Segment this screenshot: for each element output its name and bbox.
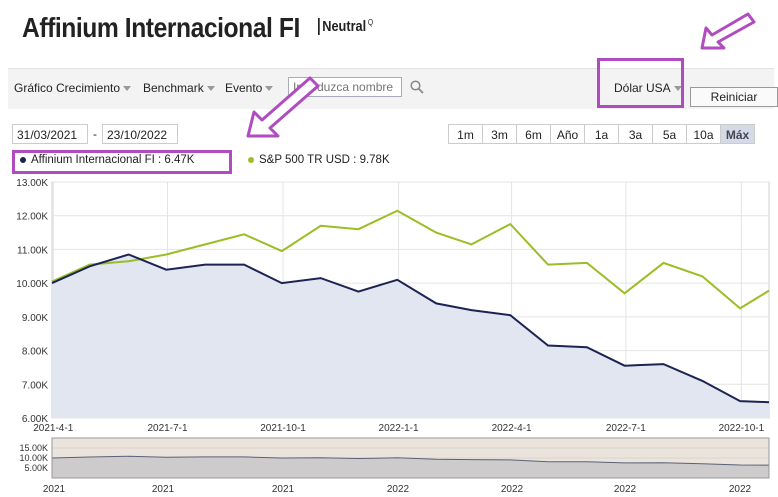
- navigator-selection: [51, 437, 770, 479]
- reset-button[interactable]: Reiniciar: [690, 87, 778, 107]
- annotation-arrow-top: [700, 12, 756, 50]
- range-button-3y[interactable]: 3a: [618, 124, 653, 144]
- x-tick-label: 2022-4-1: [492, 423, 532, 434]
- y-tick-label: 13.00K: [16, 178, 48, 189]
- navigator-y-tick-label: 5.00K: [24, 463, 48, 473]
- x-tick-label: 2021-10-1: [260, 423, 306, 434]
- navigator-y-tick-label: 10.00K: [19, 453, 48, 463]
- y-tick-label: 8.00K: [22, 347, 48, 358]
- benchmark-series-line: [51, 209, 770, 310]
- legend-fund[interactable]: Affinium Internacional FI : 6.47K: [20, 154, 194, 166]
- navigator-x-tick-label: 2022: [501, 484, 524, 495]
- fund-area: [52, 254, 769, 418]
- navigator-fund-area: [52, 456, 769, 478]
- growth-chart: 13.00K 12.00K 11.00K 10.00K 9.00K 8.00K 7.00K 6…: [16, 178, 770, 495]
- range-button-1m[interactable]: 1m: [448, 124, 483, 144]
- range-button-1y[interactable]: 1a: [584, 124, 619, 144]
- search-icon[interactable]: [410, 80, 424, 94]
- navigator-x-tick-label: 2021: [272, 484, 295, 495]
- y-tick-label: 9.00K: [22, 313, 48, 324]
- y-tick-label: 10.00K: [16, 279, 48, 290]
- chevron-down-icon: [206, 86, 215, 92]
- menu-benchmark[interactable]: Benchmark: [143, 81, 215, 95]
- x-tick-label: 2021-7-1: [148, 423, 188, 434]
- toolbar: Gráfico Crecimiento Benchmark Evento Dól…: [8, 68, 778, 109]
- page-title: Affinium Internacional FI: [22, 12, 300, 43]
- y-tick-label: 6.00K: [22, 414, 48, 425]
- end-date-input[interactable]: 23/10/2022: [102, 124, 178, 144]
- fund-series-line: [51, 253, 770, 404]
- y-tick-label: 7.00K: [22, 380, 48, 391]
- currency-highlight-box: [597, 58, 684, 108]
- menu-growth-chart[interactable]: Gráfico Crecimiento: [14, 81, 132, 95]
- legend-highlight-box: [12, 150, 232, 174]
- legend-benchmark[interactable]: S&P 500 TR USD : 9.78K: [248, 154, 390, 166]
- range-button-10y[interactable]: 10a: [686, 124, 721, 144]
- menu-event[interactable]: Evento: [225, 81, 274, 95]
- rating-badge: Neutral Q: [318, 18, 373, 35]
- benchmark-dot-icon: [248, 156, 254, 163]
- rating-marker: Q: [367, 18, 374, 27]
- y-tick-label: 12.00K: [16, 212, 48, 223]
- date-separator: -: [93, 127, 97, 141]
- navigator-x-tick-label: 2022: [614, 484, 637, 495]
- range-buttons: 1m 3m 6m Año 1a 3a 5a 10a Máx: [448, 124, 755, 144]
- search-input[interactable]: [288, 77, 402, 97]
- navigator-x-tick-label: 2021: [152, 484, 175, 495]
- range-button-ytd[interactable]: Año: [550, 124, 585, 144]
- navigator-y-tick-label: 15.00K: [19, 443, 48, 453]
- start-date-input[interactable]: 31/03/2021: [12, 124, 88, 144]
- range-button-5y[interactable]: 5a: [652, 124, 687, 144]
- navigator-fund-line: [51, 455, 770, 466]
- navigator-x-tick-label: 2022: [387, 484, 410, 495]
- rating-label: Neutral: [318, 18, 367, 35]
- x-tick-label: 2022-7-1: [606, 423, 646, 434]
- chevron-down-icon: [123, 86, 132, 92]
- y-tick-label: 11.00K: [17, 245, 48, 256]
- navigator-x-tick-label: 2022: [729, 484, 752, 495]
- x-tick-label: 2021-4-1: [33, 423, 73, 434]
- currency-select[interactable]: Dólar USA: [614, 81, 682, 95]
- chevron-down-icon: [265, 86, 274, 92]
- x-tick-label: 2022-10-1: [719, 423, 765, 434]
- navigator-x-tick-label: 2021: [43, 484, 66, 495]
- range-button-max[interactable]: Máx: [720, 124, 755, 144]
- x-tick-label: 2022-1-1: [379, 423, 419, 434]
- fund-dot-icon: [20, 156, 26, 163]
- range-button-6m[interactable]: 6m: [516, 124, 551, 144]
- chevron-down-icon: [673, 86, 682, 92]
- range-button-3m[interactable]: 3m: [482, 124, 517, 144]
- annotation-arrow-legend: [246, 76, 320, 138]
